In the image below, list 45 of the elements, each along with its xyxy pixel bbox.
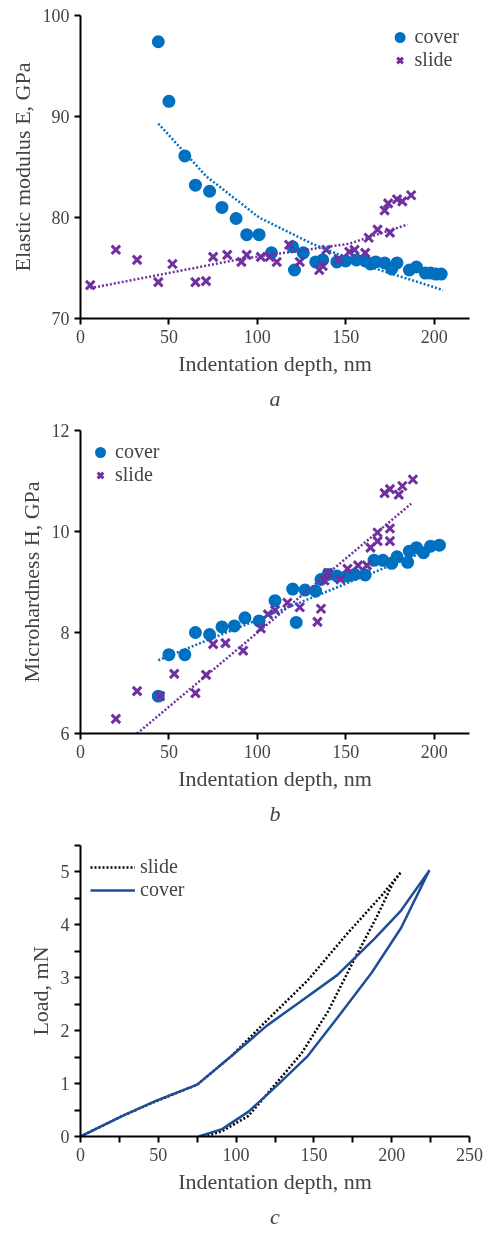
x-tick-label: 100 — [243, 741, 271, 762]
x-tick-label: 100 — [243, 326, 271, 347]
y-tick-label: 4 — [60, 915, 70, 936]
y-tick-label: 3 — [60, 968, 70, 989]
x-tick-label: 200 — [420, 326, 448, 347]
y-tick-label: 10 — [51, 522, 70, 542]
y-tick-label: 0 — [60, 1127, 70, 1147]
x-axis-title: Indentation depth, nm — [178, 1168, 372, 1194]
x-tick-label: 0 — [76, 326, 85, 347]
legend-label: cover — [140, 878, 185, 901]
x-tick-label: 150 — [332, 326, 360, 347]
x-tick-label: 200 — [378, 1144, 406, 1165]
text: a — [269, 385, 281, 411]
y-tick-label: 8 — [60, 623, 70, 643]
y-tick-label: 90 — [51, 107, 70, 127]
y-tick-label: 2 — [60, 1021, 70, 1042]
x-tick-label: 250 — [456, 1144, 483, 1165]
legend-label: cover — [414, 25, 459, 48]
y-tick-label: 1 — [60, 1074, 70, 1095]
legend-label: slide — [414, 48, 453, 71]
x-tick-label: 100 — [222, 1144, 250, 1165]
y-axis-title: Microhardness H, GPa — [18, 481, 44, 683]
x-tick-label: 150 — [332, 741, 360, 762]
text: c — [270, 1203, 281, 1229]
y-axis-title: Load, mN — [27, 946, 53, 1036]
x-axis-title: Indentation depth, nm — [178, 765, 372, 791]
y-tick-label: 5 — [60, 862, 70, 883]
x-axis-title: Indentation depth, nm — [178, 350, 372, 376]
x-tick-label: 200 — [420, 741, 448, 762]
x-tick-label: 0 — [76, 741, 85, 762]
x-tick-label: 50 — [159, 741, 178, 762]
x-tick-label: 50 — [159, 326, 178, 347]
legend-label: slide — [115, 463, 153, 486]
x-tick-label: 0 — [76, 1144, 85, 1165]
y-tick-label: 70 — [51, 309, 70, 329]
legend-label: cover — [115, 440, 160, 463]
text: b — [269, 800, 281, 826]
legend-label: slide — [140, 855, 178, 878]
x-tick-label: 50 — [149, 1144, 168, 1165]
y-tick-label: 12 — [51, 421, 70, 441]
x-tick-label: 150 — [300, 1144, 328, 1165]
y-axis-title: Elastic modulus E, GPa — [9, 62, 35, 272]
y-tick-label: 6 — [60, 724, 70, 744]
y-tick-label: 80 — [51, 208, 70, 228]
y-tick-label: 100 — [42, 6, 70, 26]
